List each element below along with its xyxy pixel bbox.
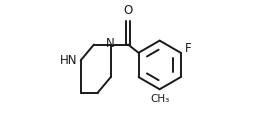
Text: O: O: [124, 4, 133, 17]
Text: HN: HN: [60, 54, 77, 67]
Text: CH₃: CH₃: [150, 94, 169, 104]
Text: N: N: [106, 37, 115, 50]
Text: F: F: [185, 42, 192, 55]
